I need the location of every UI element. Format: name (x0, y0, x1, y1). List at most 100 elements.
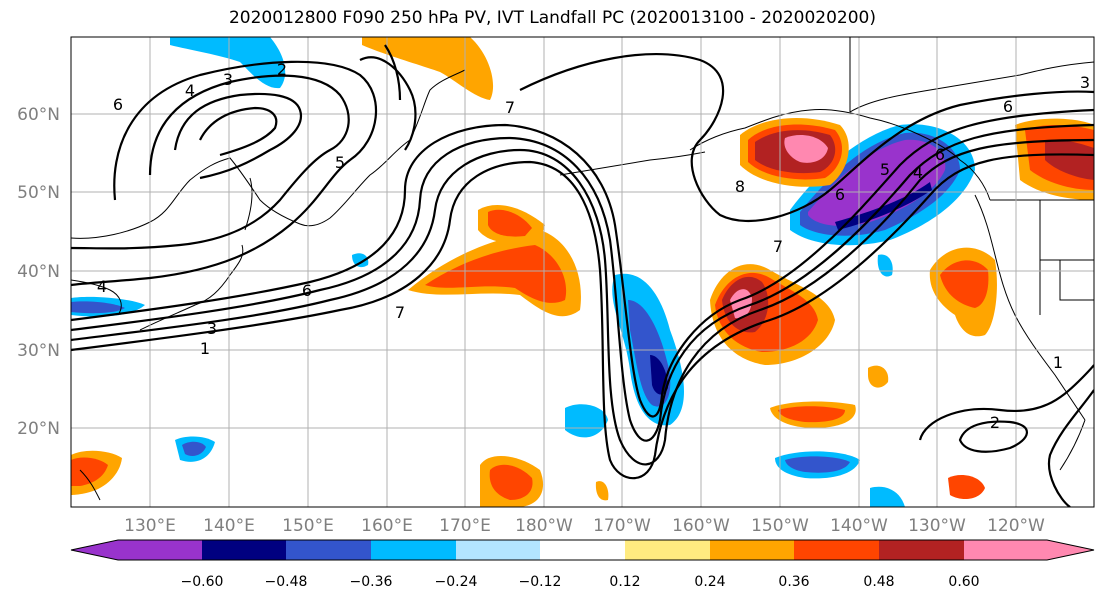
contour-line (519, 53, 1094, 223)
contour-line (958, 420, 1028, 453)
contour-line (71, 153, 1094, 480)
contour-line (384, 44, 402, 101)
contour-label: 5 (880, 160, 890, 179)
contour-label: 7 (505, 98, 515, 117)
contour-line (173, 92, 303, 180)
lat-label: 50°N (17, 183, 60, 203)
contour-label: 5 (335, 153, 345, 172)
colorbar-swatch (540, 540, 625, 560)
contour-label: 7 (395, 303, 405, 322)
shaded-field-layer (71, 37, 1094, 507)
contour-label: 1 (200, 339, 210, 358)
contour-line (71, 138, 1094, 466)
lon-label: 150°E (282, 516, 334, 536)
contour-label: 3 (223, 70, 233, 89)
contour-line (918, 364, 1094, 441)
contour-label: 4 (913, 163, 923, 182)
asia-coast (71, 69, 466, 239)
lon-label: 130°W (908, 516, 966, 536)
contour-label: 6 (835, 185, 845, 204)
contour-line (199, 106, 278, 157)
shade-pink-alaska (784, 135, 828, 163)
contour-label: 2 (277, 60, 287, 79)
shade-red-south1 (489, 464, 533, 500)
alaska-coast (689, 109, 991, 201)
bc-coast (974, 194, 1086, 421)
longitude-labels: 130°E 140°E 150°E 160°E 170°E 180°W 170°… (124, 516, 1045, 536)
colorbar-tick: −0.24 (435, 574, 478, 590)
shade-mid-south3 (785, 456, 850, 473)
state-lines (1039, 200, 1094, 315)
colorbar-swatch (456, 540, 540, 560)
contour-label: 1 (1053, 353, 1063, 372)
shade-orange-kamchatka (362, 37, 494, 100)
lat-label: 20°N (17, 419, 60, 439)
shade-mid-left (71, 301, 125, 314)
contour-line (359, 56, 417, 151)
colorbar-tick: −0.36 (350, 574, 393, 590)
contour-label: 6 (935, 145, 945, 164)
colorbar-swatch (286, 540, 371, 560)
latitude-labels: 60°N 50°N 40°N 30°N 20°N (17, 105, 60, 439)
lon-label: 150°W (751, 516, 809, 536)
aleutians (559, 151, 706, 176)
lat-label: 30°N (17, 341, 60, 361)
lon-label: 140°W (830, 516, 888, 536)
shade-brown-canada (1045, 139, 1094, 180)
lon-label: 170°E (439, 516, 491, 536)
lon-label: 170°W (593, 516, 651, 536)
contour-line (1047, 389, 1094, 507)
contour-label: 6 (1003, 97, 1013, 116)
colorbar-swatch (964, 540, 1094, 560)
contour-label: 2 (990, 413, 1000, 432)
contour-label: 3 (1080, 73, 1090, 92)
shade-red-central2 (488, 209, 532, 237)
contour-label: 4 (185, 81, 195, 100)
contour-line (71, 74, 350, 250)
contour-label: 6 (302, 281, 312, 300)
map-frame (70, 36, 1095, 508)
korea (71, 279, 122, 316)
colorbar-tick: −0.12 (519, 574, 562, 590)
shade-blue-small1 (352, 253, 369, 268)
lon-label: 180°W (515, 516, 573, 536)
contour-label: 8 (735, 177, 745, 196)
coastline-layer (71, 37, 1094, 501)
colorbar-tick: 0.36 (778, 574, 809, 590)
contour-label: 3 (207, 319, 217, 338)
colorbar-swatch (371, 540, 456, 560)
contour-label: 4 (97, 277, 107, 296)
contour-line (71, 60, 378, 287)
shade-blue-southcentral (565, 404, 608, 438)
contour-layer (71, 44, 1094, 507)
colorbar-swatch (625, 540, 710, 560)
shade-red-westcoast (940, 260, 989, 308)
lon-label: 140°E (203, 516, 255, 536)
lat-label: 40°N (17, 262, 60, 282)
contour-label: 7 (773, 237, 783, 256)
shade-purple-core (808, 139, 946, 226)
shade-red-se (948, 475, 985, 500)
colorbar-tick: 0.48 (863, 574, 894, 590)
lon-label: 130°E (124, 516, 176, 536)
contour-label: 6 (113, 95, 123, 114)
lon-label: 160°E (361, 516, 413, 536)
colorbar-tick: 0.24 (694, 574, 725, 590)
map-title: 2020012800 F090 250 hPa PV, IVT Landfall… (228, 8, 876, 28)
contour-label-layer: 6 4 3 2 5 7 6 7 1 3 4 6 8 6 5 4 7 6 2 3 … (97, 60, 1090, 432)
colorbar-tick: −0.60 (181, 574, 224, 590)
lat-label: 60°N (17, 105, 60, 125)
shade-orange-small3 (595, 481, 609, 501)
lon-label: 120°W (987, 516, 1045, 536)
baja (1059, 419, 1086, 471)
colorbar-tick: 0.60 (948, 574, 979, 590)
colorbar-tick: −0.48 (265, 574, 308, 590)
contour-line (71, 108, 1094, 418)
shade-orange-se (868, 365, 889, 388)
shade-mid-west (182, 441, 206, 456)
philippines (79, 469, 101, 501)
colorbar-swatch (71, 540, 202, 560)
colorbar-swatch (202, 540, 286, 560)
shade-red-central (425, 245, 567, 303)
